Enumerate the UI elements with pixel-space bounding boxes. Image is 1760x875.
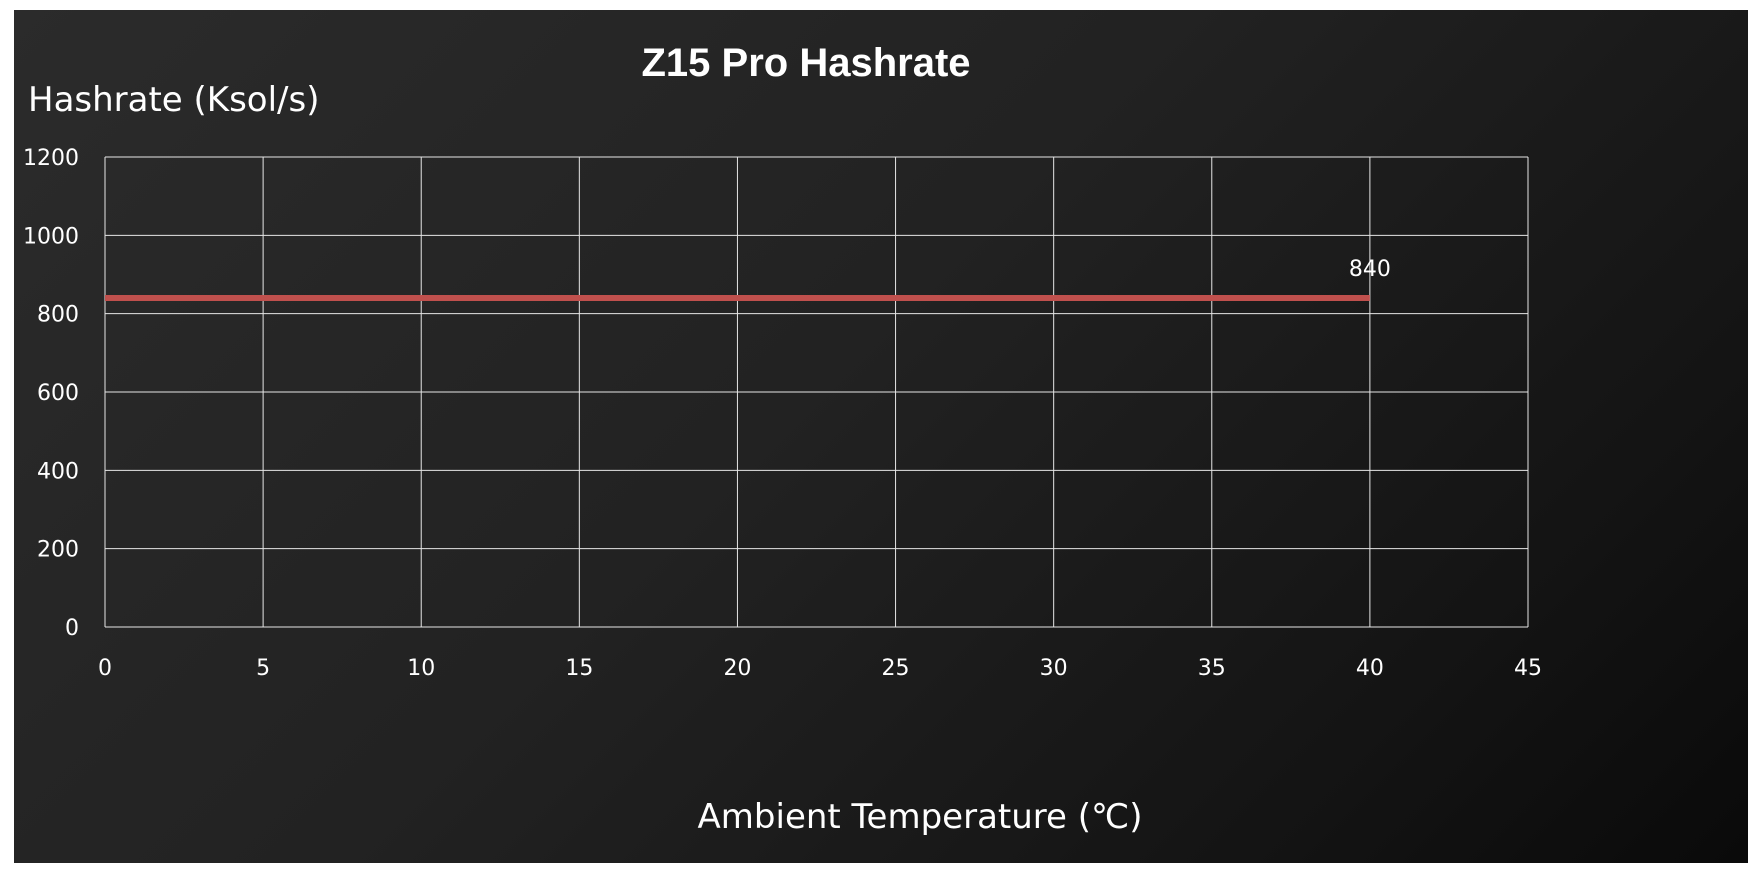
x-tick-label: 20 xyxy=(723,656,751,681)
x-tick-label: 15 xyxy=(565,656,593,681)
y-tick-label: 1000 xyxy=(23,224,79,249)
y-tick-label: 800 xyxy=(37,303,79,328)
tick-labels: 0 200 400 600 800 1000 1200 0 5 10 15 20 25 30 35 40 45 xyxy=(23,146,1542,681)
x-tick-label: 25 xyxy=(882,656,910,681)
x-tick-label: 45 xyxy=(1514,656,1542,681)
chart-title: Z15 Pro Hashrate xyxy=(641,41,970,85)
grid xyxy=(104,156,1529,628)
y-tick-label: 400 xyxy=(37,459,79,484)
x-tick-label: 40 xyxy=(1356,656,1384,681)
x-tick-label: 5 xyxy=(256,656,270,681)
x-axis-title: Ambient Temperature (℃) xyxy=(698,797,1143,837)
y-tick-label: 200 xyxy=(37,538,79,563)
x-tick-label: 0 xyxy=(98,656,112,681)
x-tick-label: 35 xyxy=(1198,656,1226,681)
y-tick-label: 0 xyxy=(65,616,79,641)
series-layer: 840 xyxy=(105,257,1391,301)
x-tick-label: 10 xyxy=(407,656,435,681)
chart-panel xyxy=(14,10,1748,863)
y-axis-title: Hashrate (Ksol/s) xyxy=(28,80,320,120)
y-tick-label: 1200 xyxy=(23,146,79,171)
data-label: 840 xyxy=(1349,257,1391,282)
x-tick-label: 30 xyxy=(1040,656,1068,681)
y-tick-label: 600 xyxy=(37,381,79,406)
